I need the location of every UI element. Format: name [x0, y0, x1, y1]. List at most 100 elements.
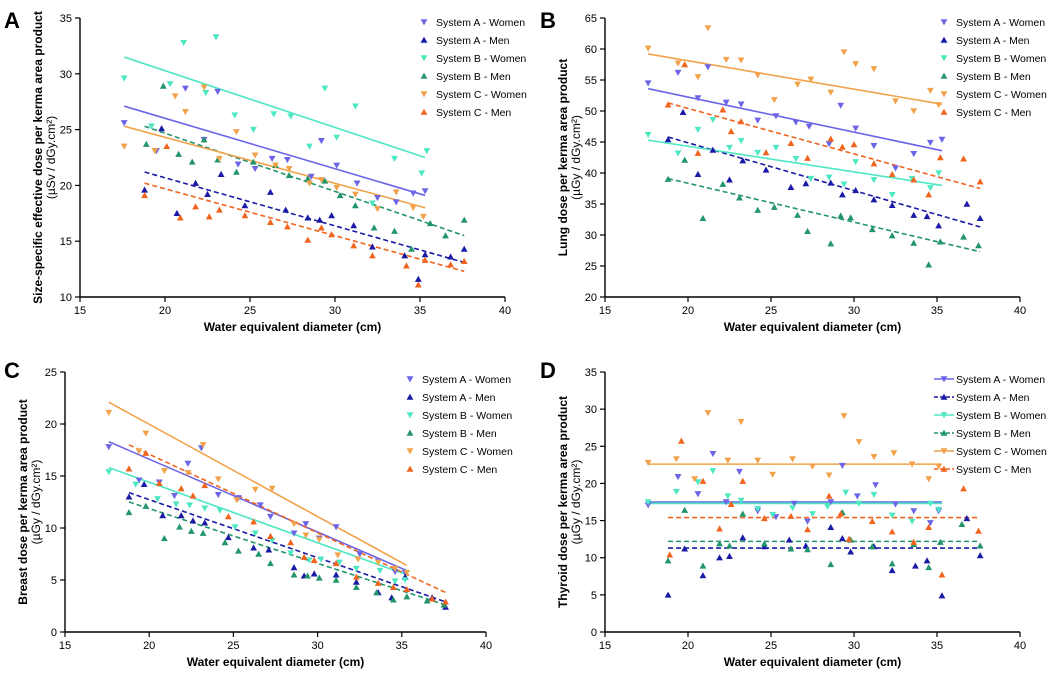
panel-d-legend-label: System B - Women [956, 410, 1046, 422]
panel-b-data-point [827, 179, 835, 186]
panel-a-data-point [192, 203, 199, 210]
panel-c-data-point [310, 570, 318, 577]
panel-d-data-point [910, 538, 918, 545]
panel-b-data-point [792, 156, 800, 163]
panel-a-x-tick-label: 40 [499, 305, 511, 317]
panel-c-y-tick-label: 20 [45, 419, 57, 431]
panel-b-legend-label: System B - Women [956, 53, 1046, 65]
panel-d-data-point [855, 500, 863, 507]
panel-d-data-point [958, 520, 966, 528]
panel-c-data-point [354, 556, 362, 563]
panel-c-data-point [177, 485, 185, 492]
panel-c-legend-label: System C - Women [422, 446, 513, 458]
panel-b-data-point [664, 175, 672, 182]
panel-a-data-point [318, 224, 325, 231]
panel-a-x-tick-label: 35 [414, 305, 426, 317]
panel-d-data-point [888, 566, 896, 574]
panel-b-data-point [825, 141, 833, 148]
panel-c-legend-label: System A - Women [422, 374, 511, 386]
panel-d-y-tick-label: 20 [585, 478, 597, 490]
panel-a-data-point [284, 223, 291, 230]
panel-c-data-point [250, 544, 258, 551]
panel-c-y-tick-label: 10 [45, 523, 57, 535]
panel-d-y-axis-title-line1: Thyroid dose per kerma area product [556, 396, 570, 608]
panel-d-data-point [737, 497, 745, 504]
panel-a-data-point [316, 216, 324, 223]
panel-c-data-point [373, 589, 380, 596]
panel-b-data-point [960, 155, 967, 162]
panel-c-data-point [224, 513, 232, 520]
panel-d-data-point [789, 505, 796, 512]
panel-c-data-point [159, 512, 167, 519]
panel-d-data-point [789, 456, 796, 463]
panel-b-data-point [694, 149, 702, 156]
panel-d-legend-marker [940, 412, 948, 419]
panel-c-data-point [231, 524, 239, 531]
panel-a-data-point [200, 84, 208, 91]
panel-d-x-tick-label: 15 [599, 640, 611, 652]
panel-b-data-point [644, 45, 652, 52]
panel-a-data-point [426, 219, 434, 227]
panel-c-x-tick-label: 30 [311, 640, 323, 652]
panel-a-data-point [188, 158, 196, 165]
panel-c-data-point [216, 507, 224, 514]
panel-c-data-point [317, 556, 325, 563]
panel-c-data-point [140, 480, 148, 488]
panel-c-x-tick-label: 40 [480, 640, 492, 652]
panel-a-data-point [287, 113, 295, 120]
panel-c-data-point [189, 492, 197, 499]
panel-b-data-point [852, 186, 860, 194]
panel-b-data-point [852, 159, 860, 166]
panel-d-data-point [870, 491, 878, 498]
panel-a-data-point [120, 120, 128, 127]
panel-d-data-point [892, 501, 899, 508]
panel-d-data-point [804, 526, 811, 533]
panel-c-data-point [376, 567, 384, 575]
panel-d-data-point [672, 456, 680, 463]
panel-b-data-point [681, 61, 689, 68]
panel-d-data-point [709, 450, 717, 458]
panel-c-data-point [221, 539, 229, 546]
panel-a-legend-label: System B - Women [436, 53, 526, 65]
panel-a-data-point [304, 236, 312, 243]
panel-d-data-point [910, 508, 918, 515]
panel-a-data-point [231, 112, 239, 119]
panel-d-data-point [699, 572, 707, 579]
panel-c-data-point [310, 556, 318, 563]
panel-d-data-point [809, 511, 816, 518]
panel-d-legend-marker [940, 465, 948, 472]
panel-b-fit-line [667, 136, 981, 228]
panel-a-data-point [392, 199, 400, 206]
panel-c-y-tick-label: 15 [45, 471, 57, 483]
panel-c-data-point [334, 552, 342, 559]
panel-d-data-point [739, 477, 747, 484]
panel-b-data-point [644, 80, 652, 87]
panel-c-legend-label: System C - Men [422, 464, 497, 476]
panel-b-data-point [787, 139, 795, 146]
panel-b-data-point [926, 185, 934, 192]
panel-b-data-point [935, 222, 943, 229]
panel-b-data-point [794, 81, 801, 88]
panel-b-data-point [910, 151, 918, 158]
panel-c-x-tick-label: 15 [59, 640, 71, 652]
panel-b-data-point [722, 56, 730, 63]
panel-a-data-point [352, 191, 359, 198]
panel-d-data-point [908, 461, 916, 468]
panel-b-data-point [888, 201, 896, 208]
panel-d-data-point [827, 523, 835, 530]
panel-d-data-point [847, 548, 855, 555]
panel-b-data-point [694, 95, 702, 102]
panel-d-letter: D [540, 358, 556, 383]
panel-a-data-point [414, 275, 422, 282]
panel-a-data-point [409, 190, 417, 197]
panel-d-x-tick-label: 35 [931, 640, 943, 652]
panel-c-data-point [287, 539, 295, 546]
panel-a-data-point [318, 177, 325, 184]
panel-b-data-point [681, 156, 689, 163]
panel-d-data-point [938, 571, 946, 578]
panel-b-data-point [664, 136, 672, 143]
panel-a-x-tick-label: 25 [244, 305, 256, 317]
panel-b-data-point [804, 154, 811, 161]
panel-a-data-point [159, 82, 167, 89]
